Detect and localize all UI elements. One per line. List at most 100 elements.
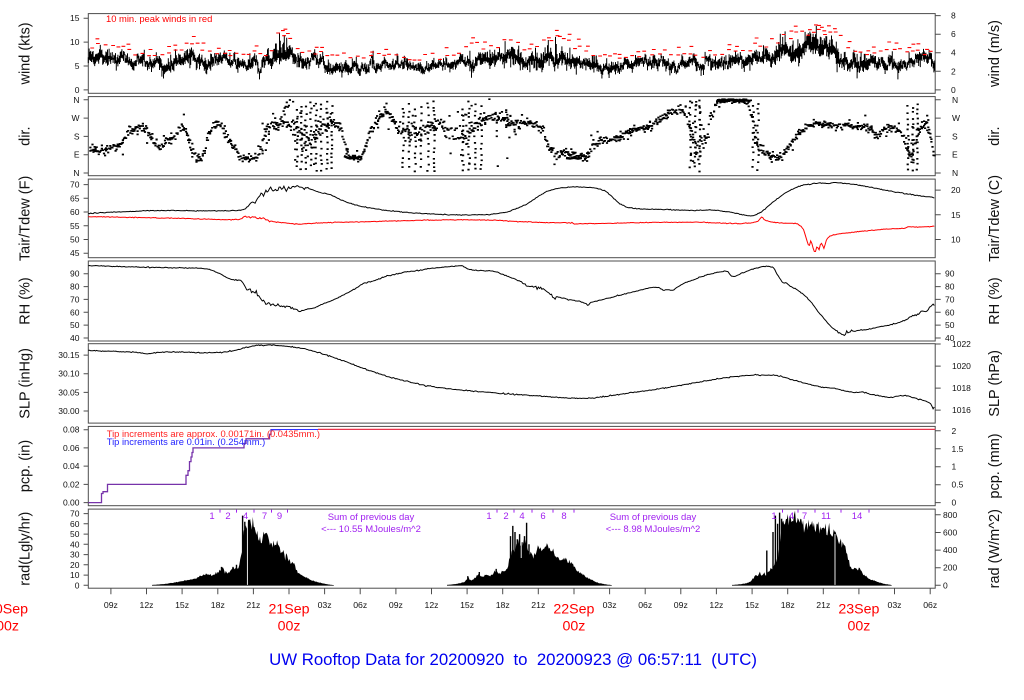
svg-text:4: 4 <box>519 511 524 522</box>
svg-text:06z: 06z <box>638 600 652 610</box>
svg-text:80: 80 <box>70 282 80 292</box>
svg-text:Tair/Tdew (F): Tair/Tdew (F) <box>18 176 34 261</box>
svg-text:dir.: dir. <box>18 127 34 146</box>
svg-text:S: S <box>74 131 80 141</box>
svg-text:Sum of previous day: Sum of previous day <box>328 512 415 523</box>
svg-text:18z: 18z <box>211 600 225 610</box>
svg-text:09z: 09z <box>389 600 403 610</box>
svg-text:10: 10 <box>70 570 80 580</box>
svg-text:70: 70 <box>70 180 80 190</box>
svg-text:800: 800 <box>943 510 957 520</box>
svg-text:7: 7 <box>262 511 267 522</box>
svg-text:<--- 8.98 MJoules/m^2: <--- 8.98 MJoules/m^2 <box>606 524 700 535</box>
svg-text:1: 1 <box>209 511 214 522</box>
svg-text:UW Rooftop Data for 20200920: UW Rooftop Data for 20200920 to 20200923… <box>269 650 757 669</box>
svg-text:15: 15 <box>70 13 80 23</box>
svg-text:70: 70 <box>70 294 80 304</box>
svg-text:N: N <box>952 95 958 105</box>
svg-text:30.05: 30.05 <box>58 387 80 397</box>
svg-text:2: 2 <box>951 66 956 76</box>
svg-text:8: 8 <box>951 11 956 21</box>
svg-text:18z: 18z <box>496 600 510 610</box>
svg-text:50: 50 <box>70 320 80 330</box>
svg-text:09z: 09z <box>674 600 688 610</box>
svg-text:4: 4 <box>951 48 956 58</box>
svg-text:1018: 1018 <box>952 383 971 393</box>
svg-text:03z: 03z <box>318 600 332 610</box>
svg-text:0: 0 <box>951 85 956 95</box>
svg-text:03z: 03z <box>603 600 617 610</box>
svg-text:20: 20 <box>70 560 80 570</box>
svg-text:50: 50 <box>70 235 80 245</box>
svg-text:9: 9 <box>277 511 282 522</box>
svg-text:90: 90 <box>945 269 955 279</box>
svg-text:Tip increments are approx. 0.0: Tip increments are approx. 0.00171in. (0… <box>107 428 320 439</box>
svg-text:4: 4 <box>789 511 794 522</box>
svg-text:22Sep: 22Sep <box>553 601 594 617</box>
svg-text:40: 40 <box>945 333 955 343</box>
svg-text:20: 20 <box>951 185 961 195</box>
svg-text:70: 70 <box>945 294 955 304</box>
svg-text:400: 400 <box>943 545 957 555</box>
svg-text:30.00: 30.00 <box>58 406 80 416</box>
svg-text:15: 15 <box>951 210 961 220</box>
svg-text:wind (kts): wind (kts) <box>18 22 34 85</box>
svg-text:N: N <box>73 168 79 178</box>
svg-text:12z: 12z <box>424 600 438 610</box>
svg-text:Sum of previous day: Sum of previous day <box>610 512 697 523</box>
svg-text:60: 60 <box>70 519 80 529</box>
svg-text:60: 60 <box>70 207 80 217</box>
svg-text:1.5: 1.5 <box>952 444 964 454</box>
svg-text:1: 1 <box>952 462 957 472</box>
svg-text:03z: 03z <box>887 600 901 610</box>
svg-text:rad (W/m^2): rad (W/m^2) <box>987 509 1003 588</box>
svg-text:Tair/Tdew (C): Tair/Tdew (C) <box>987 175 1003 262</box>
svg-text:30.15: 30.15 <box>58 350 80 360</box>
svg-text:1022: 1022 <box>952 339 971 349</box>
svg-text:7: 7 <box>802 511 807 522</box>
svg-text:0.04: 0.04 <box>63 461 80 471</box>
svg-text:10: 10 <box>951 235 961 245</box>
svg-text:09z: 09z <box>104 600 118 610</box>
svg-text:0: 0 <box>75 580 80 590</box>
svg-text:00z: 00z <box>847 618 870 634</box>
svg-text:N: N <box>73 95 79 105</box>
svg-text:0.06: 0.06 <box>63 443 80 453</box>
svg-text:S: S <box>952 131 958 141</box>
svg-text:18z: 18z <box>781 600 795 610</box>
svg-text:21z: 21z <box>531 600 545 610</box>
svg-text:600: 600 <box>943 528 957 538</box>
svg-text:90: 90 <box>70 269 80 279</box>
svg-text:0: 0 <box>952 498 957 508</box>
svg-text:0: 0 <box>943 580 948 590</box>
svg-text:40: 40 <box>70 333 80 343</box>
svg-text:21z: 21z <box>246 600 260 610</box>
svg-text:RH (%): RH (%) <box>987 277 1003 325</box>
svg-text:50: 50 <box>945 320 955 330</box>
svg-text:50: 50 <box>70 529 80 539</box>
svg-text:1: 1 <box>486 511 491 522</box>
svg-text:2: 2 <box>503 511 508 522</box>
svg-text:W: W <box>71 113 79 123</box>
svg-text:0.5: 0.5 <box>952 480 964 490</box>
svg-text:45: 45 <box>70 248 80 258</box>
svg-text:12z: 12z <box>709 600 723 610</box>
svg-text:N: N <box>952 168 958 178</box>
svg-text:06z: 06z <box>923 600 937 610</box>
svg-text:Tip increments are 0.01in. (0.: Tip increments are 0.01in. (0.254mm.) <box>107 436 266 447</box>
svg-text:2: 2 <box>225 511 230 522</box>
svg-text:5: 5 <box>75 61 80 71</box>
svg-text:60: 60 <box>70 307 80 317</box>
svg-text:<--- 10.55 MJoules/m^2: <--- 10.55 MJoules/m^2 <box>321 524 421 535</box>
svg-text:15z: 15z <box>460 600 474 610</box>
svg-text:8: 8 <box>561 511 566 522</box>
svg-text:70: 70 <box>70 509 80 519</box>
svg-text:RH (%): RH (%) <box>18 277 34 325</box>
svg-text:11: 11 <box>821 511 831 522</box>
svg-text:40: 40 <box>70 539 80 549</box>
svg-text:0.08: 0.08 <box>63 425 80 435</box>
svg-text:0.02: 0.02 <box>63 479 80 489</box>
svg-text:rad(Lgly/hr): rad(Lgly/hr) <box>18 512 34 586</box>
svg-text:10 min. peak winds in red: 10 min. peak winds in red <box>106 13 212 24</box>
svg-text:pcp. (mm): pcp. (mm) <box>987 433 1003 498</box>
